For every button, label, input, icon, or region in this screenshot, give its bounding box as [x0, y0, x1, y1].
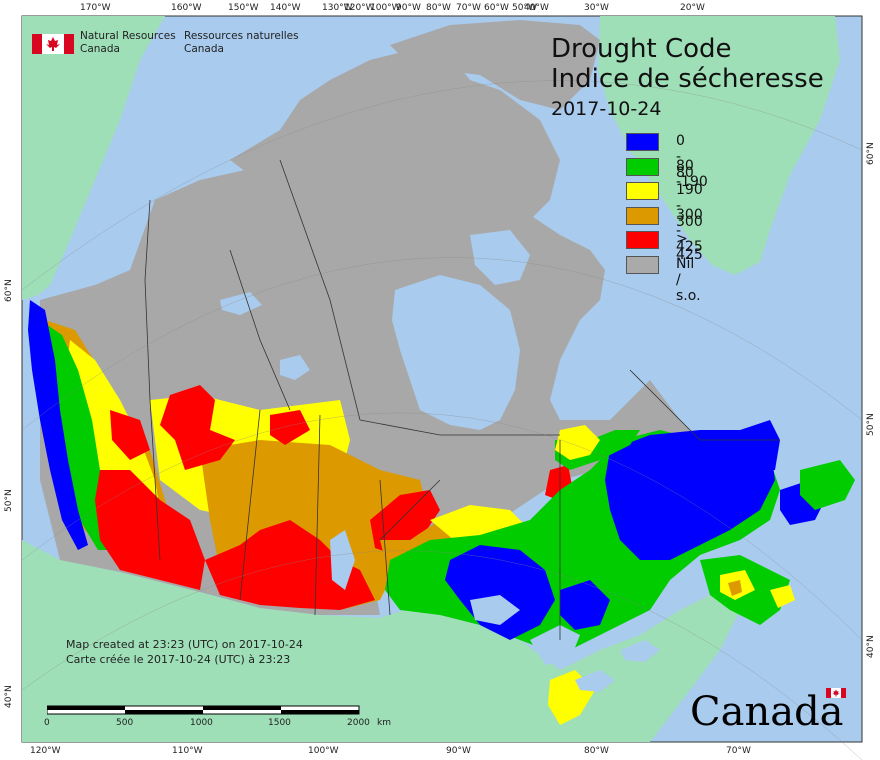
note-fr: Carte créée le 2017-10-24 (UTC) à 23:23 [66, 653, 291, 666]
lakes [220, 292, 660, 692]
lon-label: 70°W [726, 746, 751, 756]
legend-swatch [626, 206, 659, 225]
province-borders [144, 159, 780, 640]
lon-label: 20°W [680, 3, 705, 13]
map-notes: Map created at 23:23 (UTC) on 2017-10-24… [66, 637, 303, 667]
lat-label: 60°N [4, 279, 14, 302]
map-date: 2017-10-24 [551, 98, 662, 120]
lon-label: 150°W [228, 3, 259, 13]
lon-label: 100°W [308, 746, 339, 756]
lon-label: 90°W [446, 746, 471, 756]
lon-label: 130°W [322, 3, 353, 13]
map-title-block: Drought Code Indice de sécheresse 2017-1… [551, 34, 824, 120]
lon-label: 70°W [456, 3, 481, 13]
lat-label: 50°N [866, 413, 876, 436]
legend-swatch [626, 255, 659, 274]
foxe-basin [470, 230, 530, 285]
scale-label: 1000 [190, 718, 213, 728]
lon-label: 90°W [396, 3, 421, 13]
lon-label: 60°W [484, 3, 509, 13]
map-title-fr: Indice de sécheresse [551, 64, 824, 94]
agency-fr-line2: Canada [184, 43, 224, 55]
lat-label: 40°N [4, 685, 14, 708]
legend-label: 300 - 425 [676, 206, 703, 255]
graticule [21, 80, 863, 760]
wordmark-text: Canada [690, 689, 844, 735]
lon-label: 120°W [30, 746, 61, 756]
lon-label: 120°W [344, 3, 375, 13]
lon-label: 40°W [524, 3, 549, 13]
agency-en-line2: Canada [80, 43, 120, 55]
lon-label: 80°W [426, 3, 451, 13]
canada-wordmark: Canada [690, 688, 850, 734]
note-en: Map created at 23:23 (UTC) on 2017-10-24 [66, 638, 303, 651]
lat-label: 40°N [866, 635, 876, 658]
lat-label: 60°N [866, 142, 876, 165]
lon-label: 160°W [171, 3, 202, 13]
agency-en-line1: Natural Resources [80, 30, 176, 42]
legend-label: 80 -190 [676, 157, 708, 190]
legend-label: 190 - 300 [676, 182, 703, 230]
ellesmere-island [390, 20, 600, 110]
agency-fr-line1: Ressources naturelles [184, 30, 299, 42]
scale-bar: 0 500 1000 1500 2000 km [44, 704, 407, 734]
legend-swatch [626, 231, 659, 249]
canada-flag-icon [826, 688, 846, 698]
lon-label: 80°W [584, 746, 609, 756]
lon-label: 170°W [80, 3, 111, 13]
lon-label: 30°W [584, 3, 609, 13]
legend-swatch [626, 182, 659, 200]
lon-label: 100°W [370, 3, 401, 13]
map-title-en: Drought Code [551, 34, 732, 64]
scale-bar-graphic [47, 705, 360, 715]
legend-label: > 425 [676, 231, 703, 263]
lat-label: 50°N [4, 489, 14, 512]
alaska-land [22, 16, 165, 300]
legend-swatch [626, 157, 659, 176]
scale-label: 500 [116, 718, 134, 728]
arctic-islands [230, 50, 560, 235]
scale-label: 1500 [268, 718, 291, 728]
hudson-bay [392, 275, 520, 430]
legend-swatch [626, 133, 659, 151]
scale-unit: km [377, 718, 391, 728]
legend-label: 0 - 80 [676, 133, 694, 181]
lon-label: 50°W [512, 3, 537, 13]
lon-label: 110°W [172, 746, 203, 756]
legend-label: Nil / s.o. [676, 255, 701, 304]
scale-label: 2000 [347, 718, 370, 728]
canada-flag-icon [32, 34, 74, 54]
scale-label: 0 [44, 718, 50, 728]
greenland-land [598, 16, 840, 275]
lon-label: 140°W [270, 3, 301, 13]
